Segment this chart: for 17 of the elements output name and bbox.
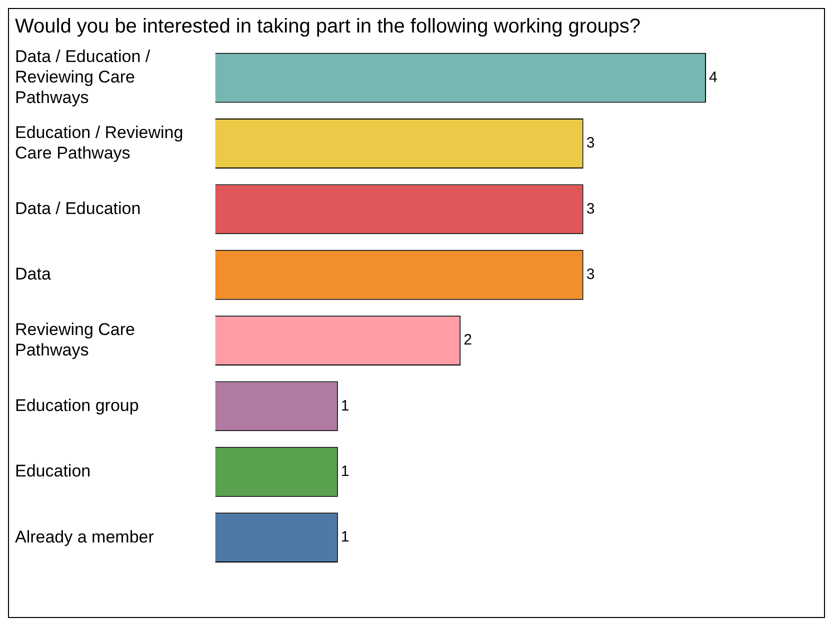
y-tick-label: Data / Education / Reviewing Care Pathways <box>15 47 150 107</box>
y-tick-label: Already a member <box>15 527 154 546</box>
data-label: 3 <box>586 134 595 152</box>
y-tick-label: Education / Reviewing Care Pathways <box>15 123 184 162</box>
data-label: 1 <box>340 463 350 480</box>
y-tick-label: Data <box>15 264 52 284</box>
y-tick-label: Reviewing Care Pathways <box>15 320 135 360</box>
data-label: 4 <box>709 68 718 86</box>
data-label: 1 <box>340 397 350 414</box>
data-label: 3 <box>586 266 595 284</box>
y-tick-label: Education <box>15 462 91 481</box>
data-label: 3 <box>586 200 595 218</box>
y-tick-label: Data / Education <box>15 198 141 218</box>
data-label: 1 <box>340 528 350 546</box>
data-label: 2 <box>464 332 472 349</box>
y-tick-label: Education group <box>15 396 139 415</box>
chart-title: Would you be interested in taking part in the following working groups? <box>15 16 641 38</box>
